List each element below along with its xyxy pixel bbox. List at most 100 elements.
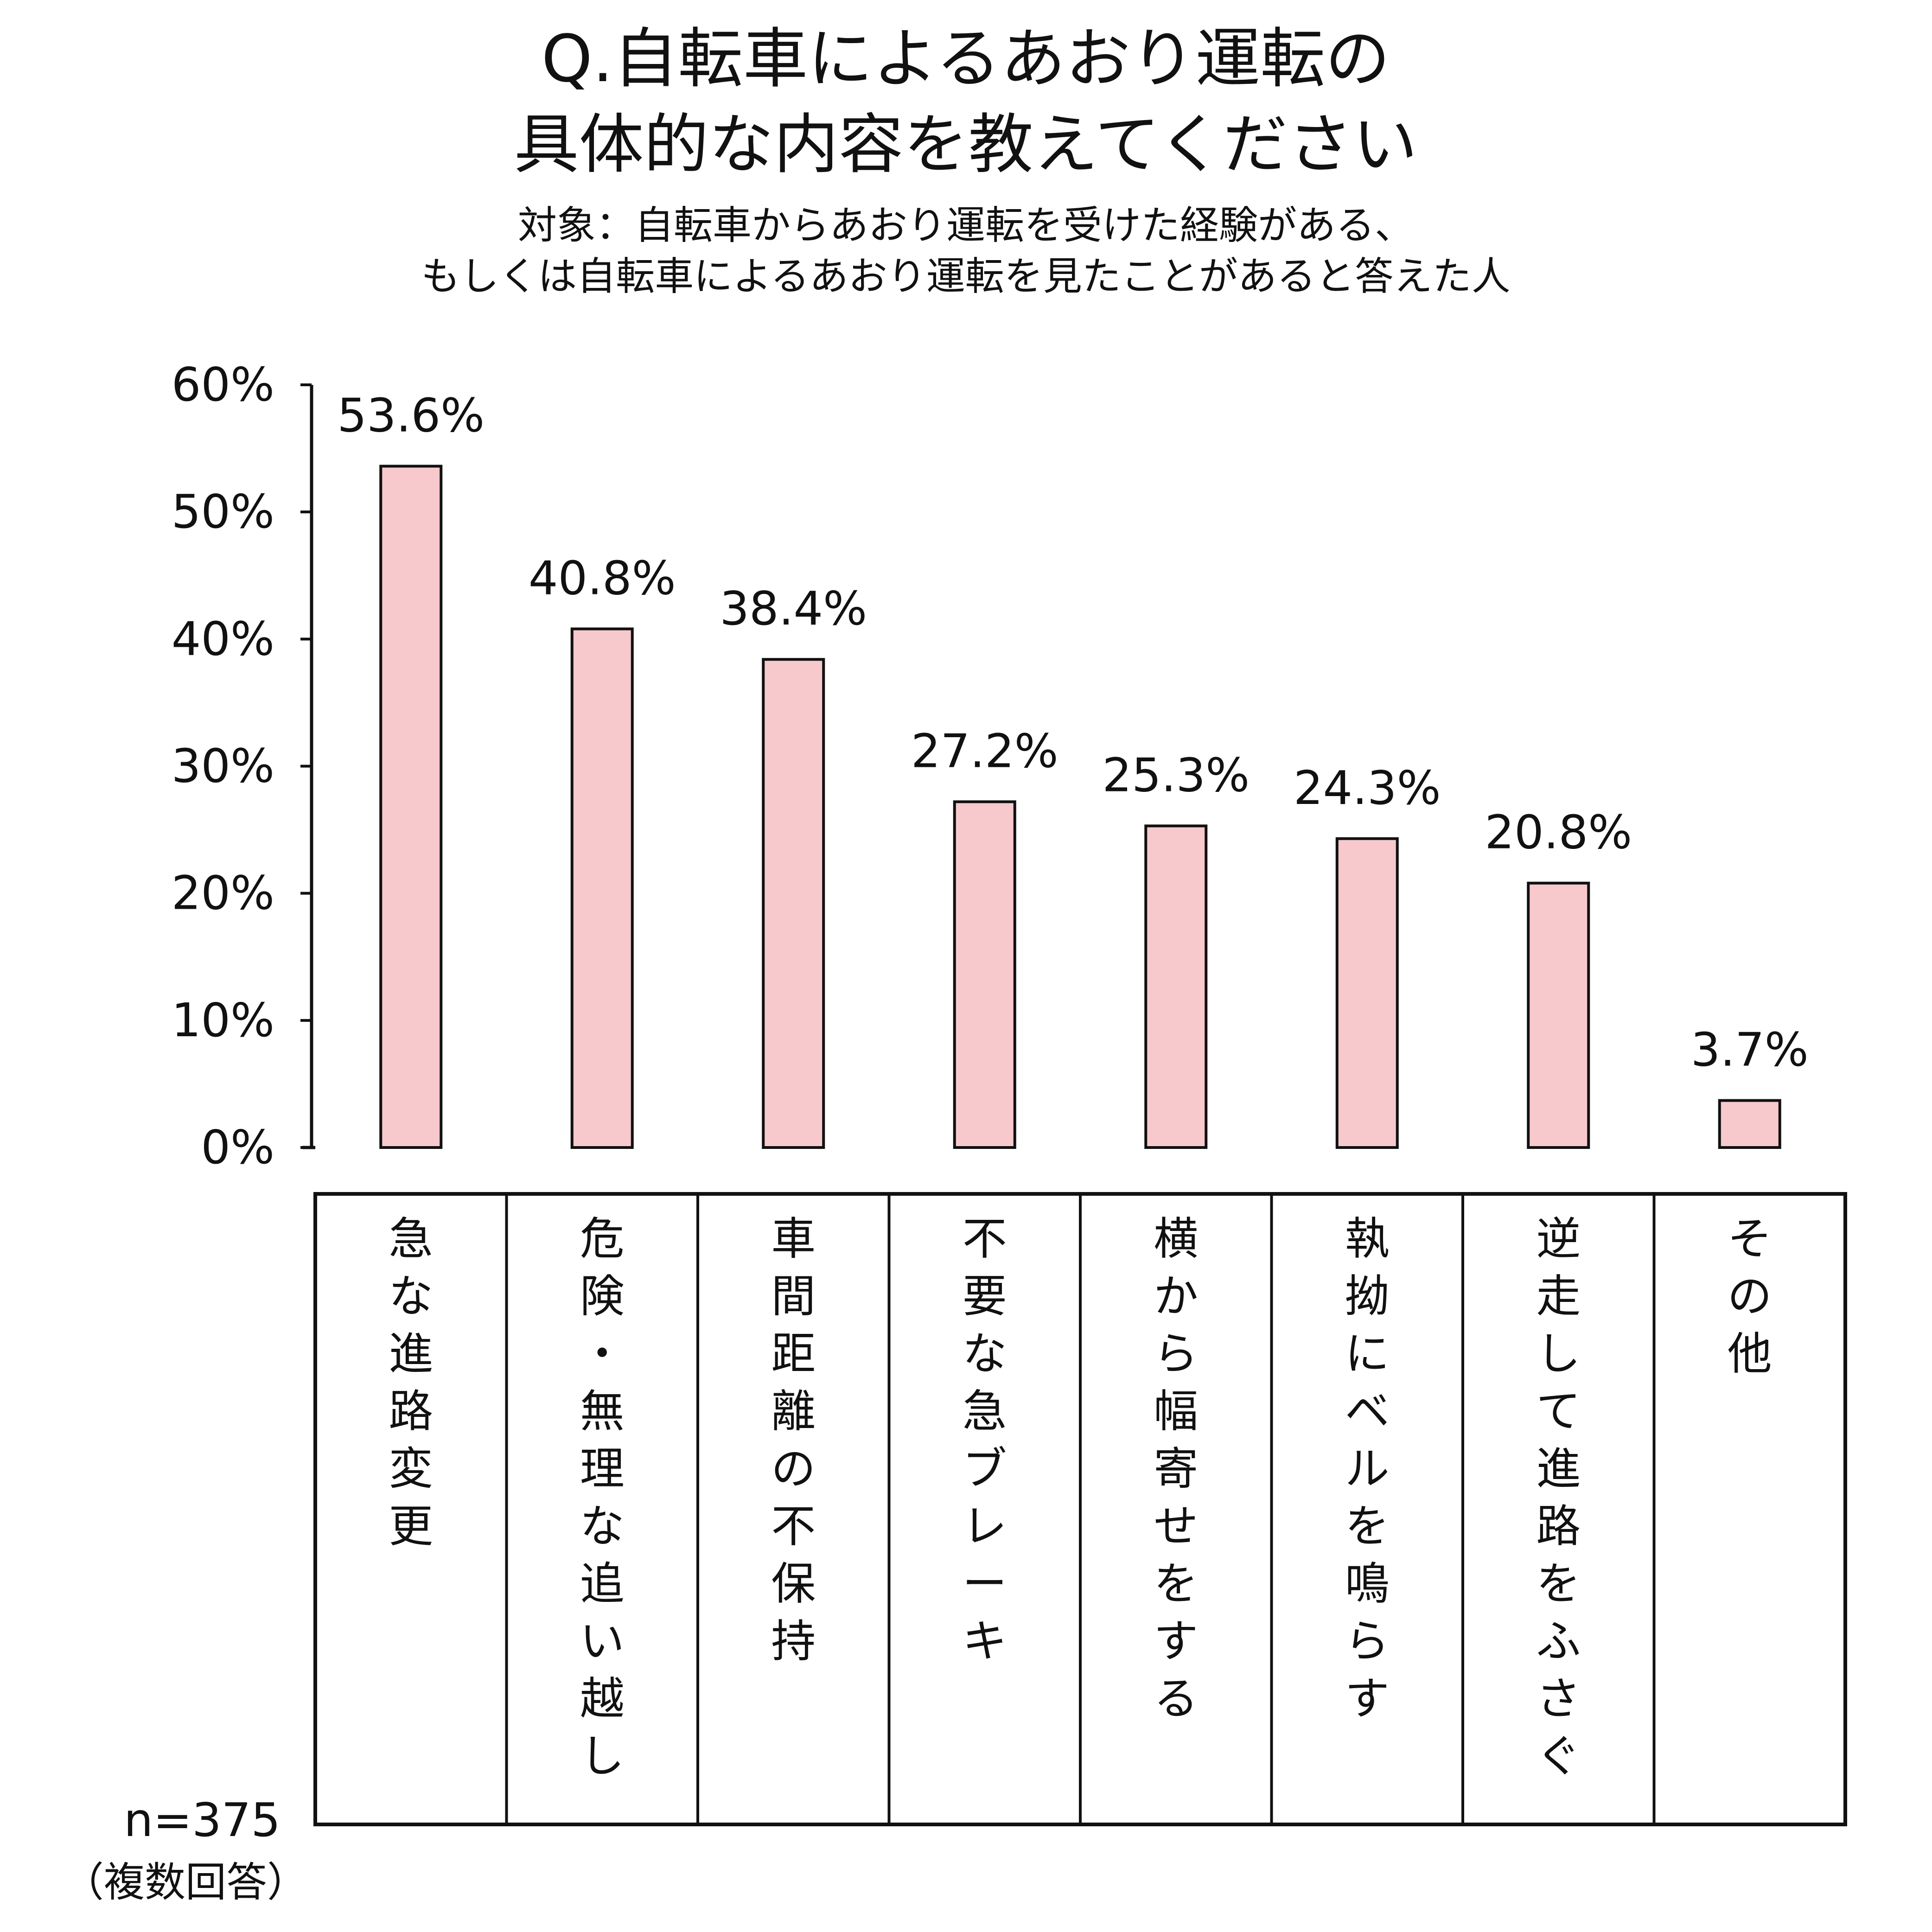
y-tick-label: 50% [172,485,274,539]
category-char: ブ [963,1443,1007,1495]
bar-value-label: 27.2% [911,724,1058,778]
category-char: ル [1345,1443,1390,1495]
bar-value-label: 38.4% [720,581,867,636]
bar-value-label: 24.3% [1294,761,1441,815]
category-char: ら [1345,1615,1390,1667]
y-tick-label: 30% [172,739,274,793]
category-char: て [1536,1385,1581,1437]
category-char: す [1345,1673,1390,1725]
category-char: の [771,1443,816,1495]
bar-value-label: 25.3% [1102,748,1250,802]
multiple-answer-note: （複数回答） [63,1858,308,1906]
category-char: 鳴 [1345,1558,1390,1610]
category-char: を [1536,1558,1581,1610]
bar [1718,1099,1781,1149]
category-char: 要 [963,1270,1007,1322]
category-char: を [1154,1558,1198,1610]
category-char: ふ [1536,1615,1581,1667]
y-tick-label: 40% [172,612,274,666]
category-char: 寄 [1154,1443,1198,1495]
category-char: 危 [580,1213,625,1265]
bar [1144,824,1208,1149]
category-char: な [580,1500,625,1552]
y-tick-label: 0% [201,1120,274,1174]
category-char: い [580,1615,625,1667]
y-tick-label: 20% [172,866,274,920]
category-char: 横 [1154,1213,1198,1265]
y-tick-label: 60% [172,357,274,412]
category-char: し [580,1730,625,1782]
bar [953,800,1016,1149]
category-char: 急 [963,1385,1007,1437]
category-char: 執 [1345,1213,1390,1265]
bar-value-label: 40.8% [529,551,676,605]
category-char: 間 [771,1270,816,1322]
category-char: 急 [389,1213,433,1265]
category-char: 距 [771,1328,816,1380]
bars: 53.6% 40.8% 38.4% 27.2% 25.3% 24.3% 20.8% 3.7% [337,388,1809,1149]
category-char: そ [1728,1213,1772,1265]
sample-size-label: n=375 [124,1793,281,1847]
category-char: ら [1154,1328,1198,1380]
y-axis: 0% 10% 20% 30% 40% 50% 60% [172,357,315,1174]
category-char: 車 [771,1213,816,1265]
category-char: レ [963,1500,1007,1552]
category-char: ベ [1345,1385,1390,1437]
category-char: 更 [389,1500,433,1552]
category-char: 拗 [1345,1270,1390,1322]
category-char: 逆 [1536,1213,1581,1265]
category-char: せ [1154,1500,1198,1552]
category-char: 進 [389,1328,433,1380]
category-char: 離 [771,1385,816,1437]
category-char: に [1345,1328,1390,1380]
category-char: 路 [389,1385,433,1437]
category-char: 不 [963,1213,1007,1265]
category-char: 変 [389,1443,433,1495]
category-char: 越 [580,1673,625,1725]
bar [379,465,443,1149]
category-label: その他 [1728,1213,1772,1380]
category-char: か [1154,1270,1198,1322]
bar-value-label: 53.6% [337,388,485,442]
chart-subtitle-line-2: もしくは自転車によるあおり運転を見たことがあると答えた人 [421,254,1510,299]
category-char: 険 [580,1270,625,1322]
category-char: 進 [1536,1443,1581,1495]
category-char: 他 [1728,1328,1772,1380]
category-char: 持 [771,1615,816,1667]
bar-value-label: 3.7% [1691,1023,1809,1077]
category-char: ・ [580,1328,625,1380]
category-char: を [1345,1500,1390,1552]
category-table: 急な進路変更危険・無理な追い越し車間距離の不保持不要な急ブレーキ横から幅寄せをす… [313,1192,1847,1826]
category-char: 無 [580,1385,625,1437]
bar [1335,837,1399,1149]
category-char: 幅 [1154,1385,1198,1437]
bar-value-label: 20.8% [1485,805,1632,860]
category-char: る [1154,1673,1198,1725]
category-char: 不 [771,1500,816,1552]
category-char: な [389,1270,433,1322]
category-char: な [963,1328,1007,1380]
category-char: 保 [771,1558,816,1610]
category-char: の [1728,1270,1772,1322]
category-char: 追 [580,1558,625,1610]
category-char: キ [963,1615,1007,1667]
category-char: ぐ [1536,1730,1581,1782]
category-char: 走 [1536,1270,1581,1322]
chart-subtitle-line-1: 対象：自転車からあおり運転を受けた経験がある、 [518,203,1414,248]
y-tick-label: 10% [172,993,274,1047]
category-char: す [1154,1615,1198,1667]
chart-title-line-2: 具体的な内容を教えてください [514,107,1418,183]
chart-title-line-1: Q.自転車によるあおり運転の [542,21,1390,97]
category-char: ー [963,1558,1007,1610]
bar [1527,881,1590,1149]
bar [762,658,825,1149]
category-char: 路 [1536,1500,1581,1552]
